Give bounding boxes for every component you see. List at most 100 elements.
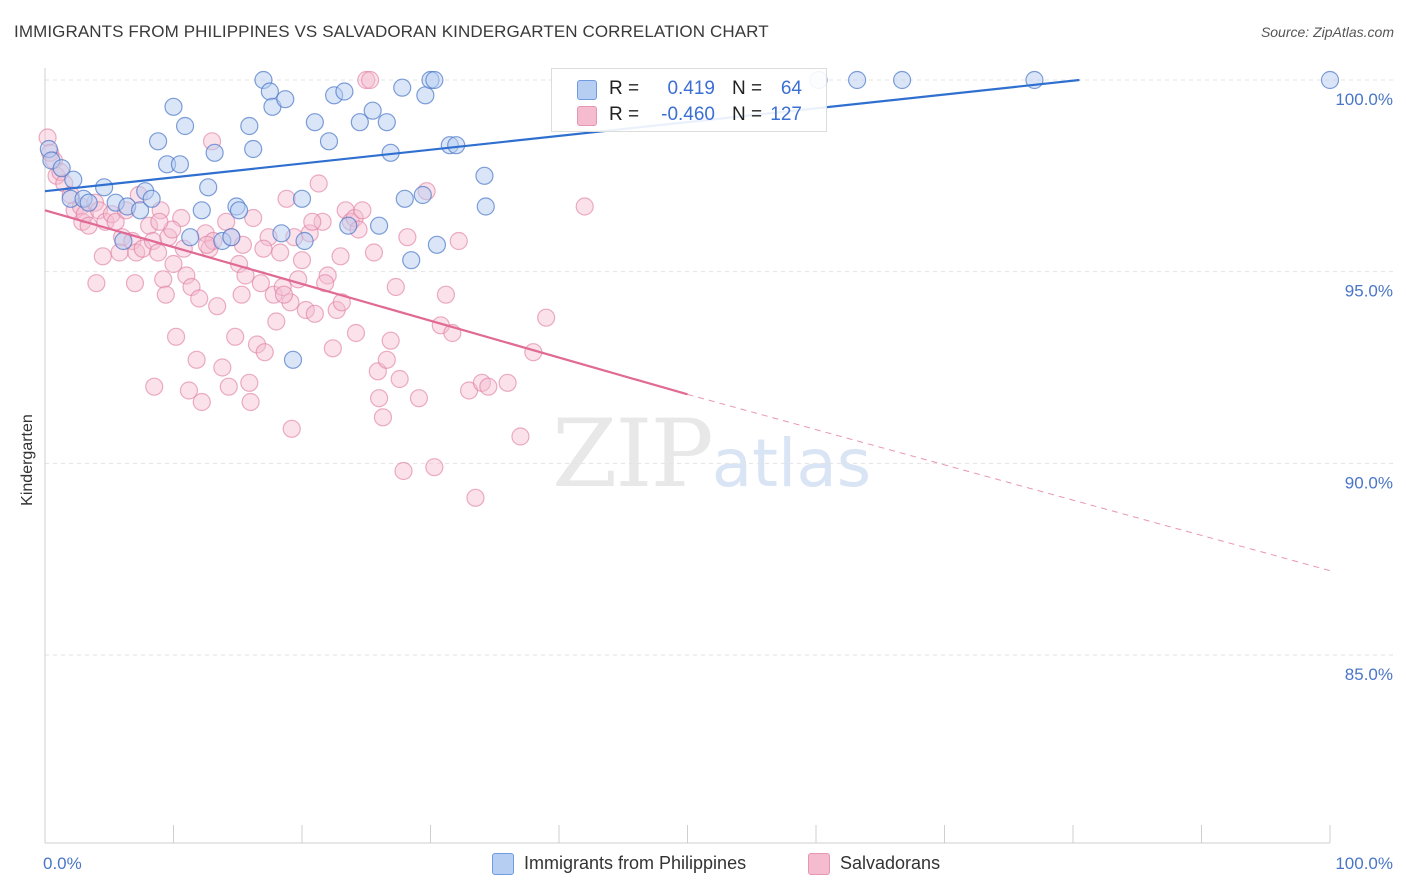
point-philippines: [295, 231, 314, 251]
point-salvadorans: [244, 208, 263, 228]
point-salvadorans: [150, 212, 169, 231]
point-salvadorans: [93, 247, 112, 266]
point-salvadorans: [364, 243, 384, 262]
point-salvadorans: [361, 70, 380, 90]
chart-title: IMMIGRANTS FROM PHILIPPINES VS SALVADORA…: [14, 22, 769, 41]
point-salvadorans: [296, 300, 315, 320]
axes: [44, 68, 1331, 844]
point-salvadorans: [449, 231, 468, 251]
point-salvadorans: [511, 427, 530, 446]
point-salvadorans: [277, 189, 296, 208]
point-salvadorans: [498, 373, 517, 392]
point-salvadorans: [166, 327, 186, 346]
point-salvadorans: [240, 373, 259, 392]
point-philippines: [425, 70, 444, 90]
legend-row-philippines: R = 0.419 N = 64: [552, 75, 826, 101]
point-philippines: [848, 70, 867, 90]
point-philippines: [164, 97, 183, 116]
point-salvadorans: [390, 369, 409, 389]
point-salvadorans: [381, 331, 400, 350]
point-salvadorans: [575, 197, 594, 216]
y-tick-label: 90.0%: [1345, 473, 1393, 492]
point-salvadorans: [164, 254, 183, 274]
bottom-legend-swatch-blue: [492, 853, 514, 875]
legend-r-label: R =: [609, 78, 640, 99]
chart-source: Source: ZipAtlas.com: [1260, 24, 1394, 40]
trend-lines: [44, 78, 1331, 572]
point-salvadorans: [255, 343, 274, 362]
trend-line-philippines: [44, 78, 1080, 193]
point-philippines: [192, 201, 211, 220]
point-salvadorans: [357, 70, 376, 90]
point-philippines: [170, 155, 190, 174]
y-tick-label: 100.0%: [1335, 90, 1393, 109]
point-philippines: [272, 224, 291, 243]
point-salvadorans: [156, 285, 175, 304]
point-philippines: [393, 78, 412, 97]
point-salvadorans: [145, 377, 164, 396]
point-philippines: [363, 101, 382, 120]
point-salvadorans: [313, 212, 332, 231]
point-philippines: [283, 350, 303, 369]
point-philippines: [413, 185, 432, 205]
legend-swatch-pink: [577, 106, 597, 126]
point-salvadorans: [274, 285, 294, 304]
point-salvadorans: [197, 235, 217, 254]
point-salvadorans: [303, 212, 322, 231]
point-salvadorans: [323, 339, 342, 358]
point-salvadorans: [305, 304, 324, 323]
point-salvadorans: [219, 377, 238, 396]
point-salvadorans: [282, 419, 301, 438]
trend-line-salvadorans-extension: [687, 393, 1331, 572]
point-philippines: [377, 113, 396, 132]
point-salvadorans: [148, 243, 168, 262]
point-philippines: [475, 166, 494, 185]
point-philippines: [1320, 70, 1340, 90]
point-salvadorans: [394, 461, 413, 481]
bottom-legend-swatch-pink: [808, 853, 830, 875]
point-salvadorans: [271, 243, 290, 262]
point-salvadorans: [154, 270, 173, 289]
point-philippines: [148, 132, 168, 151]
point-salvadorans: [192, 392, 211, 412]
legend-r-value: 0.419: [667, 78, 715, 99]
watermark-zip: ZIP: [552, 400, 714, 509]
point-salvadorans: [346, 323, 366, 343]
point-philippines: [130, 201, 150, 220]
point-philippines: [402, 251, 421, 270]
point-salvadorans: [537, 308, 556, 327]
point-philippines: [52, 159, 71, 178]
legend-n-value: 127: [770, 104, 802, 125]
point-salvadorans: [309, 174, 328, 193]
point-salvadorans: [425, 458, 444, 477]
point-philippines: [142, 189, 161, 208]
point-philippines: [222, 228, 241, 247]
point-philippines: [427, 235, 447, 254]
point-salvadorans: [232, 285, 251, 304]
point-philippines: [64, 170, 83, 189]
bottom-legend-label: Immigrants from Philippines: [524, 853, 747, 873]
point-salvadorans: [292, 251, 312, 270]
point-salvadorans: [331, 247, 350, 266]
point-salvadorans: [241, 392, 260, 412]
legend-n-value: 64: [780, 78, 802, 99]
point-salvadorans: [139, 216, 159, 235]
point-philippines: [229, 201, 249, 220]
point-salvadorans: [208, 297, 227, 316]
point-philippines: [205, 143, 224, 162]
point-salvadorans: [479, 377, 498, 396]
point-philippines: [335, 82, 354, 101]
point-salvadorans: [267, 312, 286, 331]
point-salvadorans: [187, 350, 206, 369]
point-philippines: [447, 136, 466, 155]
point-philippines: [305, 113, 324, 132]
point-philippines: [181, 228, 200, 247]
point-salvadorans: [247, 335, 267, 354]
point-salvadorans: [177, 266, 196, 285]
legend-n-label: N =: [732, 104, 763, 125]
correlation-legend: R = 0.419 N = 64 R = -0.460 N = 127: [551, 68, 827, 132]
point-philippines: [79, 193, 98, 212]
point-salvadorans: [125, 274, 145, 293]
point-salvadorans: [370, 389, 389, 408]
x-tick-label: 100.0%: [1335, 854, 1393, 873]
